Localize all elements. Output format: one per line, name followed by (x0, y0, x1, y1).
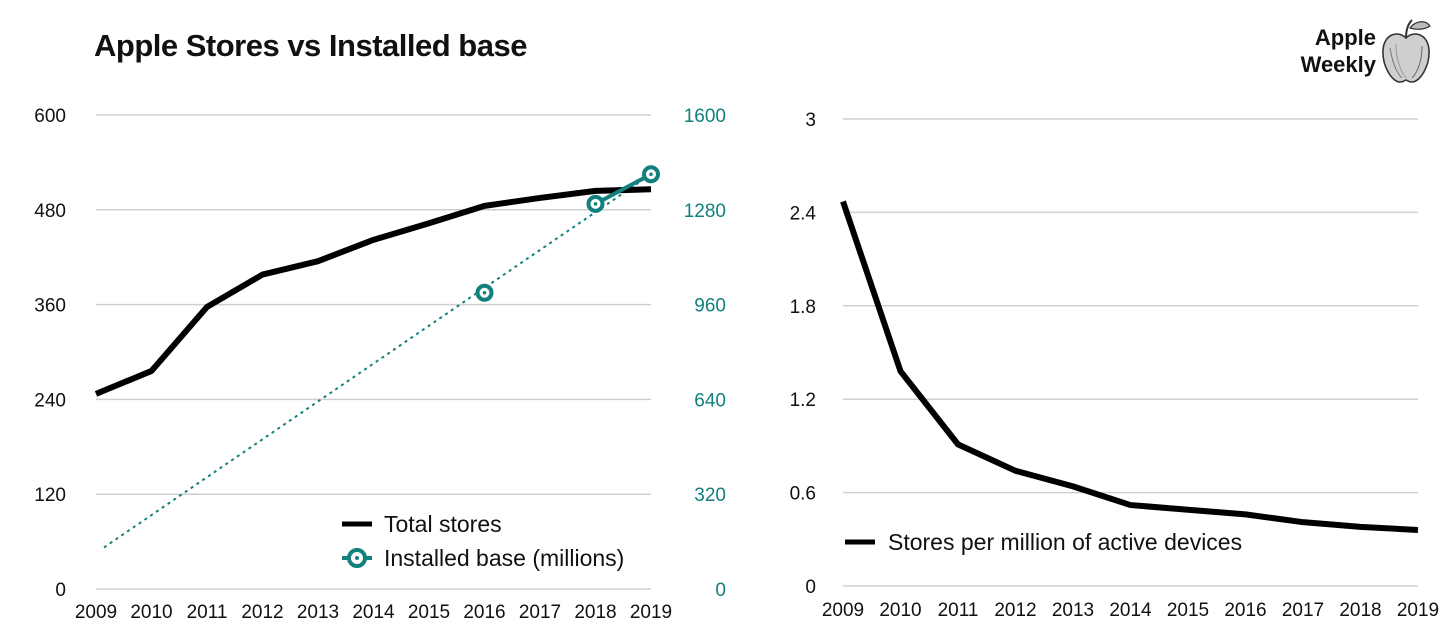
right-chart-x-tick-label: 2014 (1109, 600, 1152, 621)
left-x-tick-label: 2016 (463, 602, 505, 623)
right-chart-gridlines (843, 118, 1418, 587)
right-chart-x-tick-label: 2012 (994, 600, 1036, 621)
installed-base-point-center (649, 172, 653, 177)
right-chart-y-tick-label: 1.8 (790, 297, 816, 318)
right-chart-series-layer (840, 200, 1419, 533)
left-y-axis-ticks: 0 120 240 360 480 600 (34, 106, 66, 601)
right-chart-y-tick-label: 3 (805, 110, 816, 131)
left-x-tick-label: 2014 (352, 602, 395, 623)
installed-base-trendline (103, 173, 652, 549)
right-chart-x-tick-label: 2019 (1397, 600, 1439, 621)
left-x-tick-label: 2011 (187, 602, 228, 623)
apple-sketch-icon (1382, 19, 1431, 83)
left-y-tick-label: 600 (34, 106, 66, 127)
left-legend: Total stores Installed base (millions) (342, 511, 624, 571)
right-y-tick-label: 0 (715, 580, 726, 601)
legend-label-total-stores: Total stores (384, 511, 502, 537)
chart-title: Apple Stores vs Installed base (94, 28, 527, 63)
right-chart-x-tick-label: 2015 (1167, 600, 1209, 621)
left-x-tick-label: 2009 (75, 602, 117, 623)
left-series-layer (94, 165, 660, 549)
right-chart-x-tick-label: 2010 (879, 600, 921, 621)
right-y-axis-ticks: 0 320 640 960 1280 1600 (684, 106, 726, 601)
brand-line-1: Apple (1314, 25, 1376, 50)
right-chart-x-tick-label: 2018 (1339, 600, 1381, 621)
installed-base-point-center (482, 290, 487, 295)
right-y-tick-label: 960 (694, 296, 726, 317)
series-line-installed-base (594, 172, 652, 206)
right-chart-y-tick-label: 0.6 (790, 484, 816, 505)
legend-swatch-installed-base-dot (355, 556, 359, 560)
right-y-tick-label: 640 (694, 390, 726, 411)
left-y-tick-label: 120 (34, 485, 66, 506)
right-chart-x-tick-label: 2016 (1224, 600, 1266, 621)
right-y-tick-label: 1280 (684, 201, 726, 222)
right-chart-x-tick-label: 2017 (1282, 600, 1324, 621)
left-y-tick-label: 360 (34, 296, 66, 317)
left-gridlines (96, 114, 651, 590)
left-y-tick-label: 0 (55, 580, 66, 601)
left-x-tick-label: 2010 (130, 602, 172, 623)
right-chart-y-tick-label: 2.4 (790, 203, 817, 224)
left-x-tick-label: 2012 (241, 602, 283, 623)
right-y-tick-label: 320 (694, 485, 726, 506)
right-chart-x-tick-label: 2013 (1052, 600, 1094, 621)
left-y-tick-label: 480 (34, 201, 66, 222)
right-chart-x-tick-label: 2009 (822, 600, 864, 621)
brand-line-2: Weekly (1300, 52, 1376, 77)
left-x-axis-ticks: 2009 2010 2011 2012 2013 2014 2015 2016 2017 2018… (75, 602, 672, 623)
right-chart-x-tick-label: 2011 (938, 600, 979, 621)
left-x-tick-label: 2013 (297, 602, 339, 623)
left-x-tick-label: 2017 (519, 602, 561, 623)
series-line-total-stores (94, 186, 652, 397)
legend-label-installed-base: Installed base (millions) (384, 545, 624, 571)
right-chart-y-tick-label: 1.2 (790, 390, 816, 411)
right-chart: 00.61.21.82.43 2009 2010 2011 2012 2013 2014 2… (790, 110, 1440, 621)
left-x-tick-label: 2018 (574, 602, 616, 623)
installed-base-point-center (593, 202, 598, 206)
left-x-tick-label: 2015 (408, 602, 450, 623)
right-y-tick-label: 1600 (684, 106, 726, 127)
right-legend: Stores per million of active devices (845, 529, 1242, 555)
right-chart-y-axis-ticks: 0 0.6 1.2 1.8 2.4 3 (790, 110, 817, 598)
brand-name: Apple Weekly (1301, 24, 1376, 78)
series-line-stores-per-million (840, 200, 1419, 533)
left-x-tick-label: 2019 (630, 602, 672, 623)
legend-label-stores-per-million: Stores per million of active devices (888, 529, 1242, 555)
left-chart: 0 120 240 360 480 600 0 320 640 960 1280 1600 2009… (34, 106, 726, 623)
right-chart-y-tick-label: 0 (805, 577, 816, 598)
left-y-tick-label: 240 (34, 390, 66, 411)
right-chart-x-axis-ticks: 2009 2010 2011 2012 2013 2014 2015 2016 2017 2018… (822, 600, 1439, 621)
